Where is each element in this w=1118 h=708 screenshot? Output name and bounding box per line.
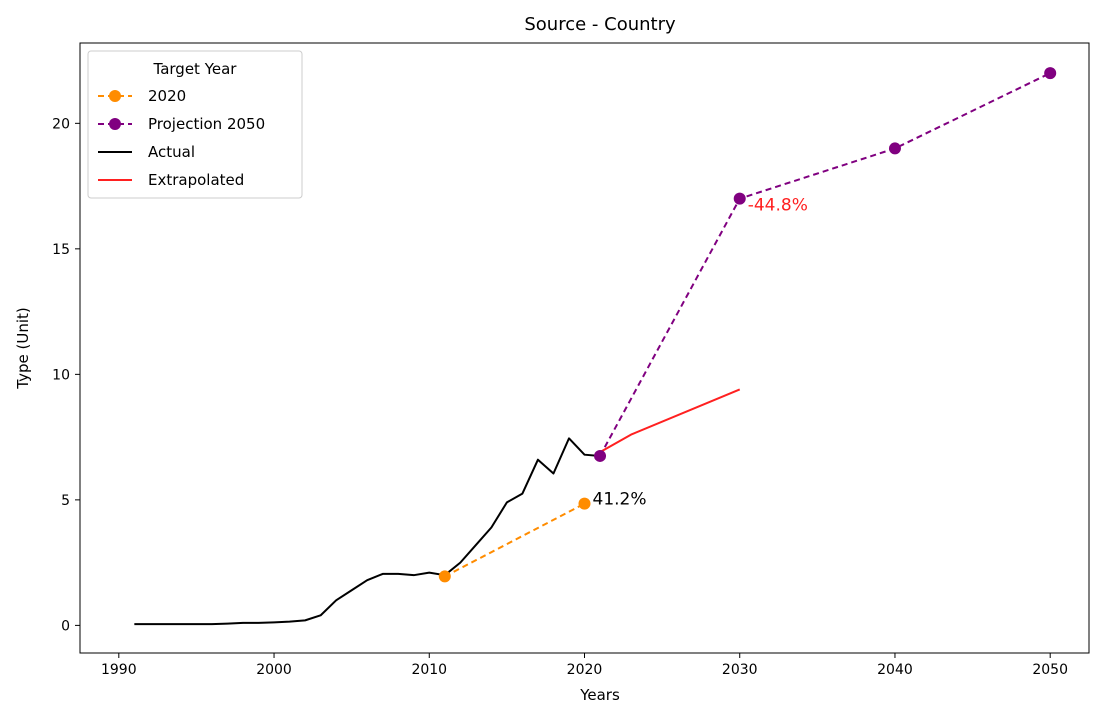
legend-entry-label: Projection 2050 [148, 115, 265, 133]
legend-entry-label: Extrapolated [148, 171, 244, 189]
data-point [438, 570, 451, 583]
x-tick-label: 2000 [256, 662, 292, 678]
legend-entries: 2020 Projection 2050 Actual Extrapolated [98, 87, 265, 189]
data-point [594, 449, 607, 462]
x-tick-label: 2010 [411, 662, 447, 678]
y-tick-label: 5 [61, 493, 70, 509]
x-tick-label: 2040 [877, 662, 913, 678]
x-tick-label: 2050 [1032, 662, 1068, 678]
series-line-extrapolated [599, 388, 741, 454]
data-annotation: -44.8% [748, 196, 808, 216]
legend-box [87, 50, 303, 199]
x-axis-label: Years [579, 686, 620, 704]
x-axis: 1990 2000 2010 2020 2030 2040 2050 [101, 653, 1068, 678]
legend: Target Year 2020 Projection 2050 Actual Ext… [87, 50, 303, 199]
data-point [733, 192, 746, 205]
data-point [578, 497, 591, 510]
legend-swatch-marker [109, 118, 121, 130]
x-tick-label: 2030 [722, 662, 758, 678]
y-tick-label: 15 [52, 242, 70, 258]
y-tick-label: 10 [52, 367, 70, 383]
series-line-actual [134, 437, 601, 626]
data-annotation: 41.2% [593, 490, 647, 510]
y-axis: 0 5 10 15 20 [52, 116, 80, 634]
legend-title: Target Year [153, 60, 238, 78]
data-point [888, 142, 901, 155]
data-point [1044, 67, 1057, 80]
y-axis-label: Type (Unit) [14, 307, 32, 389]
legend-entry-label: Actual [148, 143, 195, 161]
x-tick-label: 2020 [567, 662, 603, 678]
chart-title: Source - Country [524, 14, 676, 35]
y-tick-label: 20 [52, 116, 70, 132]
annotation-layer: 41.2% -44.8% [593, 196, 808, 510]
legend-entry-label: 2020 [148, 87, 186, 105]
x-tick-label: 1990 [101, 662, 137, 678]
series-line-2020 [444, 502, 585, 578]
series-layer [134, 67, 1057, 626]
y-tick-label: 0 [61, 618, 70, 634]
legend-swatch-marker [109, 90, 121, 102]
series-line-projection-2050 [599, 72, 1051, 457]
